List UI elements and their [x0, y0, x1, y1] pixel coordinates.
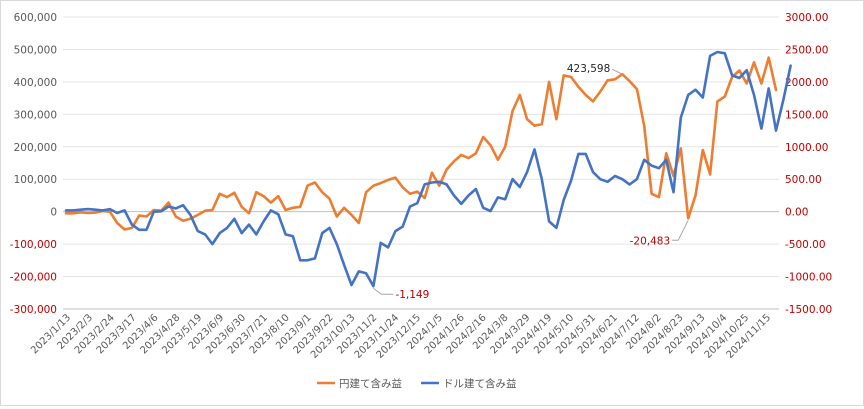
left-y-tick-label: 300,000	[14, 109, 57, 121]
right-y-tick-label: 3000.00	[785, 12, 828, 24]
left-y-tick-label: -200,000	[10, 272, 57, 284]
right-y-axis: 3000.00 2500.00 2000.00 1500.00 1000.00 500.0…	[785, 12, 832, 316]
series-lines	[64, 50, 792, 288]
series-line-yen	[64, 56, 778, 231]
right-y-tick-label: 1500.00	[785, 109, 828, 121]
left-y-tick-label: 600,000	[14, 12, 57, 24]
leader-line	[373, 287, 394, 295]
left-y-tick-label: 200,000	[14, 142, 57, 154]
series-line-usd	[64, 50, 792, 288]
data-label: -1,149	[395, 289, 429, 301]
data-labels: 423,598 -20,483 -1,149	[373, 63, 689, 301]
gridlines	[63, 16, 779, 310]
right-y-tick-label: -1500.00	[785, 304, 832, 316]
left-y-tick-label: 400,000	[14, 77, 57, 89]
left-y-tick-label: 500,000	[14, 44, 57, 56]
x-axis: 2023/1/132023/2/32023/2/242023/3/172023/…	[29, 308, 779, 361]
left-y-tick-label: 0	[50, 207, 57, 219]
right-y-tick-label: -500.00	[785, 239, 826, 251]
legend-label: ドル建て含み益	[443, 377, 517, 390]
data-label: -20,483	[630, 235, 671, 247]
left-y-tick-label: -100,000	[10, 239, 57, 251]
data-label: 423,598	[567, 63, 610, 75]
legend: 円建て含み益 ドル建て含み益	[317, 377, 517, 390]
right-y-tick-label: 2000.00	[785, 77, 828, 89]
left-y-tick-label: 100,000	[14, 174, 57, 186]
leader-line	[672, 220, 689, 241]
right-y-tick-label: 0.00	[785, 207, 808, 219]
left-y-axis: 600,000 500,000 400,000 300,000 200,000 100,0…	[10, 12, 57, 316]
left-y-tick-label: -300,000	[10, 304, 57, 316]
right-y-tick-label: 2500.00	[785, 44, 828, 56]
legend-label: 円建て含み益	[339, 377, 402, 390]
right-y-tick-label: 500.00	[785, 174, 822, 186]
leader-line	[612, 68, 623, 75]
right-y-tick-label: 1000.00	[785, 142, 828, 154]
right-y-tick-label: -1000.00	[785, 272, 832, 284]
